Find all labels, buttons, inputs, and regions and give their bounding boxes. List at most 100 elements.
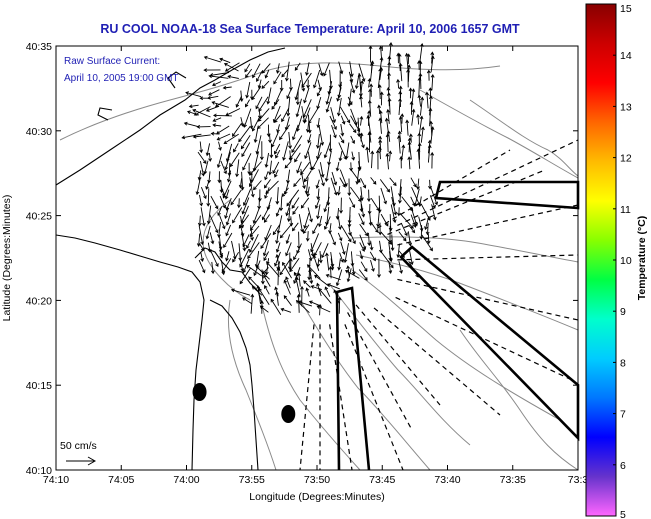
current-vector [331, 125, 337, 139]
current-vector [301, 72, 312, 89]
current-vector [209, 249, 219, 267]
current-vector [230, 288, 251, 296]
current-vector [359, 242, 365, 252]
current-vector [376, 206, 381, 228]
current-vector [210, 195, 219, 210]
current-vector [217, 171, 222, 184]
current-vector [400, 223, 408, 237]
current-vector [261, 204, 271, 221]
current-vector [198, 259, 206, 274]
current-vector [298, 214, 304, 233]
current-vector [211, 101, 229, 108]
current-vector [380, 251, 394, 269]
current-vector [272, 224, 281, 236]
scale-label: 50 cm/s [60, 440, 97, 452]
radar-radial [397, 278, 579, 321]
y-tick-label: 40:30 [26, 126, 52, 138]
current-vector [263, 274, 271, 287]
current-vector [316, 87, 322, 97]
current-vector [430, 126, 435, 144]
current-vector [337, 215, 342, 230]
current-vector [359, 223, 369, 237]
current-vector [370, 221, 379, 233]
y-tick-label: 40:35 [26, 41, 52, 53]
current-vector [431, 204, 437, 221]
current-vector [246, 264, 262, 277]
current-vector [289, 257, 300, 273]
current-vector [206, 205, 212, 225]
current-vector [390, 204, 397, 224]
current-vector [339, 177, 346, 188]
current-vector [324, 252, 330, 271]
current-vector [398, 261, 403, 274]
current-vector [318, 251, 323, 264]
current-vector [408, 249, 414, 266]
current-vector [284, 160, 292, 169]
current-vector [405, 119, 410, 136]
current-vector [337, 232, 343, 242]
current-vector [370, 177, 377, 185]
current-vector [396, 243, 401, 259]
current-vector [430, 186, 439, 206]
current-vector [316, 305, 331, 313]
current-vector [223, 232, 233, 249]
current-vector [240, 134, 251, 150]
current-vector [273, 114, 282, 123]
current-vector [313, 242, 322, 257]
current-vector [200, 207, 206, 227]
current-vector [365, 146, 370, 163]
radar-radial [376, 149, 511, 229]
current-vector [358, 63, 366, 83]
current-vector [268, 160, 272, 176]
current-vector [416, 178, 420, 190]
current-vector [270, 298, 282, 316]
current-vectors [181, 42, 439, 316]
current-vector [283, 279, 291, 295]
current-vector [279, 196, 284, 212]
current-vector [282, 141, 289, 161]
current-vector [407, 141, 412, 160]
current-vector [418, 72, 423, 90]
current-vector [350, 169, 361, 183]
current-vector [255, 265, 270, 280]
current-vector [387, 61, 392, 80]
current-vector [347, 214, 352, 224]
current-vector [330, 177, 338, 196]
current-vector [426, 69, 431, 81]
current-vector [407, 231, 413, 247]
current-vector [264, 258, 270, 276]
current-vector [323, 216, 331, 230]
current-vector [408, 87, 413, 99]
current-vector [387, 97, 392, 115]
current-vector [283, 295, 292, 306]
coastline-segment [209, 299, 259, 471]
current-vector [281, 187, 289, 198]
current-vector [208, 152, 213, 162]
current-vector [259, 141, 264, 161]
current-vector [200, 252, 205, 262]
current-vector [370, 259, 375, 272]
colorbar-label: Temperature (°C) [636, 216, 648, 301]
current-vector [261, 63, 271, 74]
current-vector [274, 169, 279, 178]
coastline-segment [55, 234, 205, 471]
current-vector [220, 185, 226, 197]
current-vector [333, 289, 340, 304]
current-vector [296, 293, 301, 313]
current-vector [266, 87, 272, 105]
current-vector [344, 269, 360, 279]
current-vector [398, 116, 403, 133]
station-marker [281, 405, 296, 424]
contour-line [227, 299, 277, 471]
current-vector [367, 78, 372, 88]
current-vector [316, 204, 321, 220]
x-tick-label: 73:3 [568, 474, 589, 486]
current-vector [216, 133, 231, 141]
current-vector [380, 187, 388, 205]
current-vector [242, 234, 250, 248]
current-vector [359, 132, 364, 142]
x-tick-label: 73:40 [434, 474, 460, 486]
current-vector [421, 234, 433, 252]
current-vector [312, 69, 321, 89]
current-vector [203, 68, 221, 72]
